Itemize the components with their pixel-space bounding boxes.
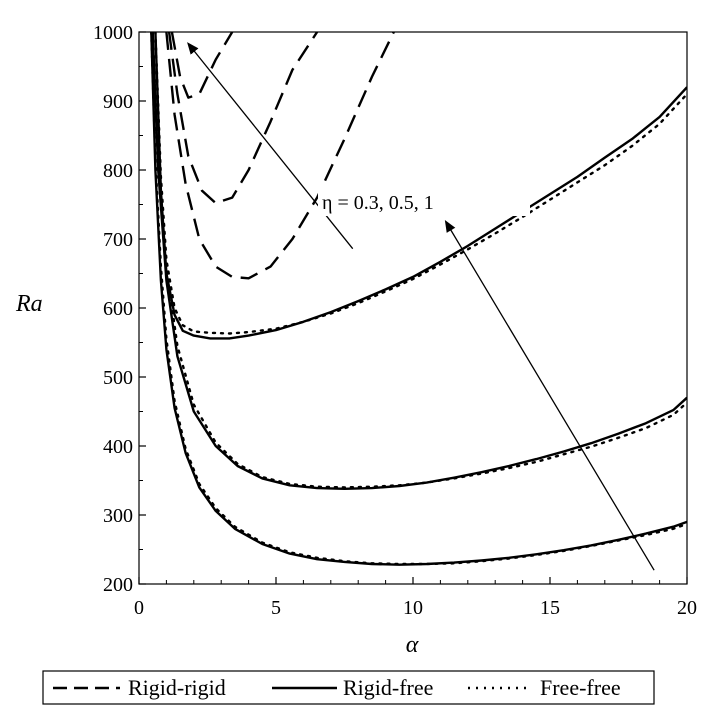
y-tick-label: 300 bbox=[103, 505, 133, 527]
y-axis-label: Ra bbox=[15, 291, 43, 317]
y-tick-label: 500 bbox=[103, 367, 133, 389]
y-tick-label: 1000 bbox=[93, 22, 133, 44]
x-tick-label: 10 bbox=[403, 597, 423, 619]
x-tick-label: 5 bbox=[271, 597, 281, 619]
series-free-free-8 bbox=[150, 32, 687, 566]
series-rigid-rigid-0 bbox=[170, 32, 234, 99]
annotation-background bbox=[318, 188, 530, 216]
y-tick-label: 700 bbox=[103, 229, 133, 251]
series-rigid-rigid-1 bbox=[167, 32, 319, 205]
x-axis-label: α bbox=[406, 632, 419, 658]
x-tick-label: 20 bbox=[677, 597, 697, 619]
legend-label-rigid-free: Rigid-free bbox=[343, 675, 433, 700]
series-rigid-free-3 bbox=[154, 32, 687, 340]
curve-layer bbox=[150, 32, 687, 566]
y-tick-label: 600 bbox=[103, 298, 133, 320]
y-tick-label: 400 bbox=[103, 436, 133, 458]
legend-box bbox=[42, 670, 655, 705]
y-tick-label: 200 bbox=[103, 574, 133, 596]
legend: Rigid-rigid Rigid-free Free-free bbox=[42, 670, 655, 705]
annotation-label: η = 0.3, 0.5, 1 bbox=[322, 192, 434, 214]
y-tick-label: 800 bbox=[103, 160, 133, 182]
annotation-arrow-1 bbox=[444, 220, 655, 571]
series-rigid-free-5 bbox=[151, 32, 687, 490]
x-tick-label: 15 bbox=[540, 597, 560, 619]
legend-label-rigid-rigid: Rigid-rigid bbox=[128, 675, 226, 700]
series-free-free-6 bbox=[151, 32, 687, 489]
series-rigid-rigid-2 bbox=[165, 32, 395, 280]
series-free-free-4 bbox=[154, 32, 687, 335]
x-tick-label: 0 bbox=[134, 597, 144, 619]
legend-label-free-free: Free-free bbox=[540, 675, 621, 700]
tick-layer: 0 5 10 15 20 200 300 400 500 600 700 800 900 1000 bbox=[93, 22, 697, 619]
y-tick-label: 900 bbox=[103, 91, 133, 113]
